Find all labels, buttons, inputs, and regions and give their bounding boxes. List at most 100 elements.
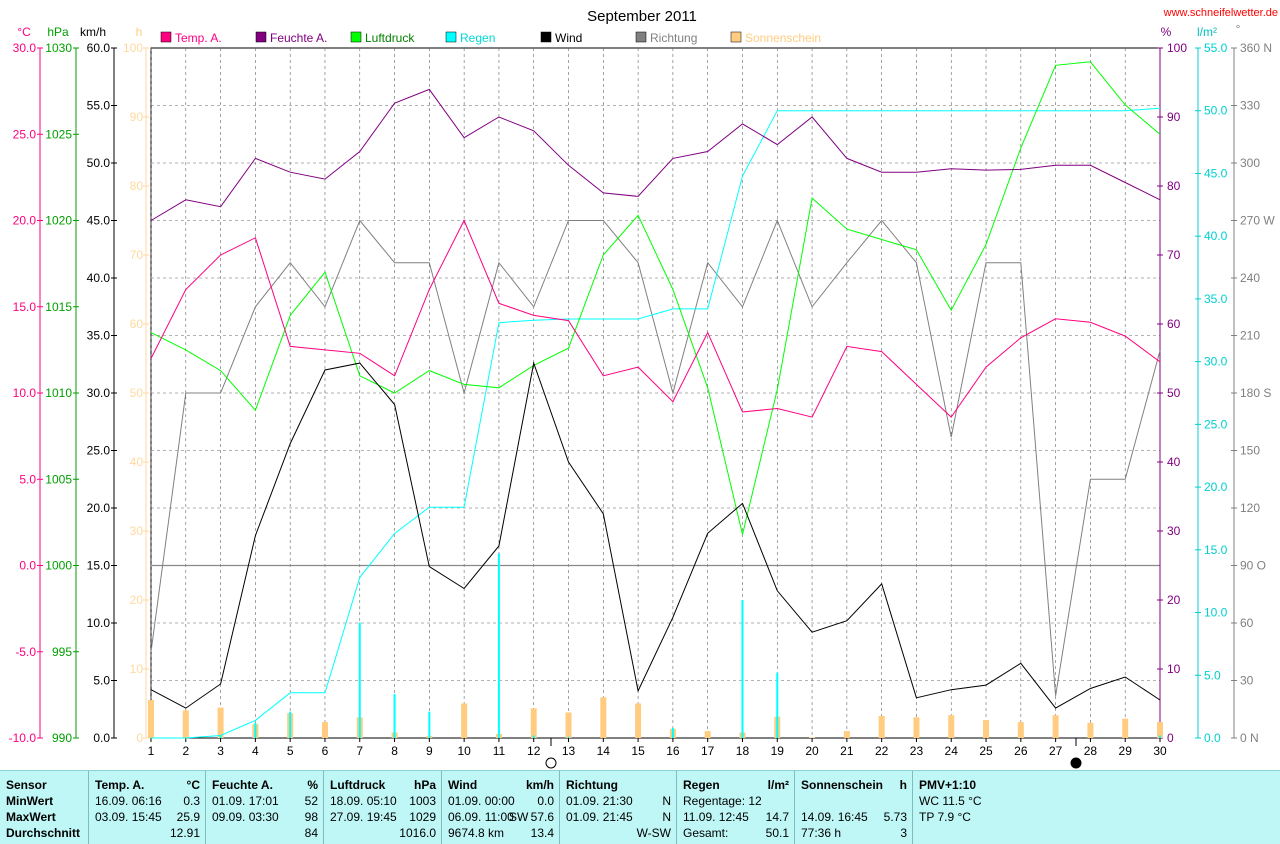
new-moon-icon bbox=[1070, 757, 1082, 769]
axis-sun-tick-label: 90 bbox=[130, 110, 144, 124]
axis-direction-tick-label: 300 bbox=[1240, 156, 1260, 170]
stats-humidity-max-time: 09.09. 03:30 bbox=[212, 810, 279, 824]
stats-pressure-unit: hPa bbox=[413, 778, 436, 792]
legend-swatch bbox=[540, 31, 552, 43]
axis-humidity-tick-label: 50 bbox=[1167, 386, 1181, 400]
x-tick-label: 9 bbox=[426, 744, 433, 758]
stats-col-pmv: PMV+1:10 WC 11.5 °C TP 7.9 °C bbox=[912, 771, 1033, 844]
stats-col-sun: Sonnenschein h 14.09. 16:45 5.73 77:36 h… bbox=[794, 771, 913, 844]
unit-sun: h bbox=[136, 25, 143, 39]
stats-sun-total-val: 3 bbox=[900, 826, 907, 840]
axis-temp-tick-label: 5.0 bbox=[19, 472, 36, 486]
legend-label: Temp. A. bbox=[175, 31, 222, 45]
sun-bar bbox=[635, 703, 642, 738]
axis-humidity-tick-label: 70 bbox=[1167, 248, 1181, 262]
axis-direction-tick-label: 30 bbox=[1240, 674, 1254, 688]
axis-rain-tick-label: 20.0 bbox=[1204, 480, 1228, 494]
axis-humidity-tick-label: 60 bbox=[1167, 317, 1181, 331]
axis-direction-tick-label: 60 bbox=[1240, 616, 1254, 630]
axis-wind-tick-label: 50.0 bbox=[87, 156, 111, 170]
axis-humidity-tick-label: 10 bbox=[1167, 662, 1181, 676]
x-tick-label: 21 bbox=[840, 744, 854, 758]
series-lines bbox=[150, 61, 1161, 739]
legend-swatch bbox=[635, 31, 647, 43]
sun-bar bbox=[948, 715, 955, 738]
bars bbox=[148, 553, 1163, 738]
stats-humidity-avg-val: 84 bbox=[304, 826, 318, 840]
x-tick-label: 1 bbox=[148, 744, 155, 758]
sun-bar bbox=[182, 710, 189, 738]
unit-humidity: % bbox=[1161, 25, 1172, 39]
stats-rain-days: Regentage: 12 bbox=[683, 794, 762, 808]
axis-sun-tick-label: 50 bbox=[130, 386, 144, 400]
axis-rain-tick-label: 30.0 bbox=[1204, 355, 1228, 369]
axis-temp-tick-label: 30.0 bbox=[13, 41, 37, 55]
axis-sun-tick-label: 100 bbox=[123, 41, 143, 55]
axis-direction-tick-label: 120 bbox=[1240, 501, 1260, 515]
series-temp-a bbox=[150, 219, 1161, 418]
axis-pressure-tick-label: 995 bbox=[52, 645, 72, 659]
axis-temp-tick-label: -10.0 bbox=[9, 731, 37, 745]
site-link[interactable]: www.schneifelwetter.de bbox=[1163, 7, 1278, 19]
x-tick-label: 22 bbox=[875, 744, 889, 758]
rain-bar bbox=[497, 553, 500, 738]
sun-bar bbox=[1017, 722, 1024, 738]
x-tick-label: 15 bbox=[631, 744, 645, 758]
sun-bar bbox=[461, 703, 468, 738]
x-tick-label: 2 bbox=[182, 744, 189, 758]
stats-temp-avg-val: 12.91 bbox=[169, 826, 200, 840]
axis-humidity-tick-label: 90 bbox=[1167, 110, 1181, 124]
stats-temp-unit: °C bbox=[186, 778, 200, 792]
x-tick-label: 16 bbox=[666, 744, 680, 758]
stats-temp-max-val: 25.9 bbox=[176, 810, 200, 824]
x-tick-label: 7 bbox=[356, 744, 363, 758]
full-moon-icon bbox=[545, 757, 557, 769]
sun-bar bbox=[1122, 718, 1129, 738]
axis-sun-tick-label: 20 bbox=[130, 593, 144, 607]
axis-wind-tick-label: 5.0 bbox=[93, 674, 110, 688]
stats-col-humidity: Feuchte A. % 01.09. 17:01 52 09.09. 03:3… bbox=[205, 771, 324, 844]
legend-label: Sonnenschein bbox=[745, 31, 821, 45]
axis-direction-tick-label: 330 bbox=[1240, 99, 1260, 113]
stats-humidity-title: Feuchte A. bbox=[212, 778, 273, 792]
stats-temp-title: Temp. A. bbox=[95, 778, 145, 792]
stats-wind-title: Wind bbox=[448, 778, 478, 792]
x-tick-label: 29 bbox=[1119, 744, 1133, 758]
stats-wind-max-dir: SW bbox=[509, 810, 529, 824]
stats-sun-title: Sonnenschein bbox=[801, 778, 884, 792]
rain-bar bbox=[567, 736, 570, 738]
stats-pressure-avg-val: 1016.0 bbox=[399, 826, 436, 840]
stats-direction-max-val: N bbox=[662, 810, 671, 824]
stats-rain-unit: l/m² bbox=[767, 778, 789, 792]
axis-humidity-tick-label: 100 bbox=[1167, 41, 1187, 55]
axis-direction-tick-label: 210 bbox=[1240, 329, 1260, 343]
stats-col-pressure: Luftdruck hPa 18.09. 05:10 1003 27.09. 1… bbox=[323, 771, 442, 844]
x-tick-label: 13 bbox=[562, 744, 576, 758]
axis-sun-tick-label: 10 bbox=[130, 662, 144, 676]
stats-pressure-max-time: 27.09. 19:45 bbox=[330, 810, 397, 824]
axes: 30.025.020.015.010.05.00.0-5.0-10.010301… bbox=[9, 41, 1276, 758]
axis-temp-tick-label: 20.0 bbox=[13, 214, 37, 228]
x-tick-label: 25 bbox=[979, 744, 993, 758]
axis-wind-tick-label: 40.0 bbox=[87, 271, 111, 285]
axis-direction-tick-label: 90 O bbox=[1240, 559, 1266, 573]
unit-temp: °C bbox=[17, 25, 31, 39]
series-feuchte-a bbox=[150, 88, 1161, 221]
x-tick-label: 19 bbox=[771, 744, 785, 758]
stats-row-min: MinWert bbox=[6, 794, 54, 808]
axis-pressure-tick-label: 1005 bbox=[45, 472, 72, 486]
axis-pressure-tick-label: 990 bbox=[52, 731, 72, 745]
axis-wind-tick-label: 30.0 bbox=[87, 386, 111, 400]
axis-pressure-tick-label: 1025 bbox=[45, 127, 72, 141]
sun-bar bbox=[217, 707, 224, 738]
axis-wind-tick-label: 35.0 bbox=[87, 329, 111, 343]
axis-direction-tick-label: 270 W bbox=[1240, 214, 1275, 228]
rain-bar bbox=[358, 622, 361, 738]
stats-direction-min-time: 01.09. 21:30 bbox=[566, 794, 633, 808]
x-tick-label: 6 bbox=[322, 744, 329, 758]
sun-bar bbox=[1157, 722, 1163, 738]
rain-bar bbox=[254, 722, 257, 738]
stats-sun-unit: h bbox=[899, 778, 907, 792]
legend-swatch bbox=[730, 31, 742, 43]
legend-swatch bbox=[255, 31, 267, 43]
